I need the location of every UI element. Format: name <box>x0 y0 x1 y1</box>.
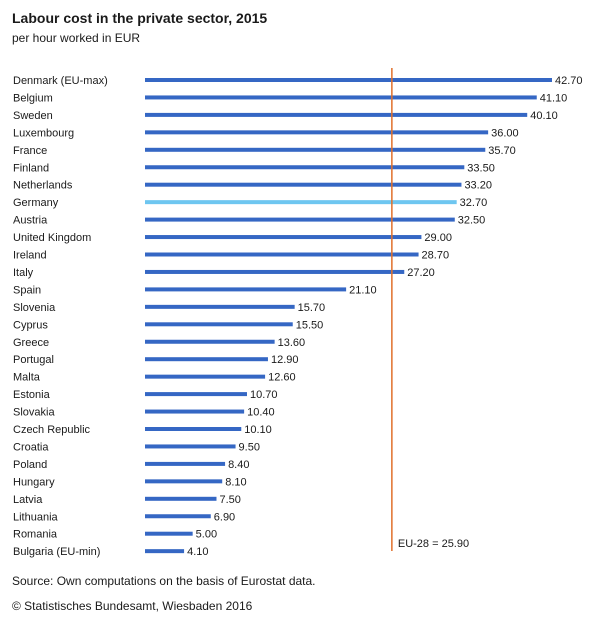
value-label: 33.20 <box>464 180 492 192</box>
bar <box>145 496 217 501</box>
category-label: Portugal <box>13 354 54 366</box>
bar <box>145 392 247 397</box>
value-label: 10.40 <box>247 407 275 419</box>
copyright-note: © Statistisches Bundesamt, Wiesbaden 201… <box>12 599 253 613</box>
bar <box>145 304 295 309</box>
bar <box>145 357 268 362</box>
category-label: Poland <box>13 459 47 471</box>
value-label: 13.60 <box>278 337 306 349</box>
bar <box>145 461 226 466</box>
bar <box>145 95 537 100</box>
category-label: Spain <box>13 284 41 296</box>
bar <box>145 165 465 170</box>
category-label: Luxembourg <box>13 127 74 139</box>
value-label: 29.00 <box>424 232 452 244</box>
reference-label: EU-28 = 25.90 <box>398 538 469 550</box>
bar <box>145 147 486 152</box>
category-label: Germany <box>13 197 59 209</box>
value-label: 12.90 <box>271 354 299 366</box>
bar <box>145 217 455 222</box>
bar <box>145 78 552 82</box>
bar <box>145 287 347 292</box>
value-label: 36.00 <box>491 127 519 139</box>
value-label: 15.50 <box>296 319 324 331</box>
category-label: Cyprus <box>13 319 48 331</box>
category-label: United Kingdom <box>13 232 91 244</box>
value-label: 41.10 <box>540 92 568 104</box>
value-label: 27.20 <box>407 267 435 279</box>
bar <box>145 444 236 449</box>
category-label: France <box>13 145 47 157</box>
value-label: 15.70 <box>298 302 326 314</box>
source-note: Source: Own computations on the basis of… <box>12 574 316 588</box>
category-label: Romania <box>13 529 58 541</box>
category-label: Hungary <box>13 476 55 488</box>
value-label: 28.70 <box>422 250 450 262</box>
value-label: 5.00 <box>196 529 217 541</box>
bar <box>145 409 245 414</box>
category-label: Italy <box>13 267 34 279</box>
bar <box>145 235 422 240</box>
category-label: Netherlands <box>13 180 73 192</box>
category-label: Slovenia <box>13 302 56 314</box>
category-label: Austria <box>13 215 48 227</box>
category-label: Czech Republic <box>13 424 91 436</box>
value-label: 21.10 <box>349 284 377 296</box>
bar <box>145 322 293 327</box>
value-label: 10.10 <box>244 424 272 436</box>
bar <box>145 514 211 519</box>
value-label: 40.10 <box>530 110 558 122</box>
chart-subtitle: per hour worked in EUR <box>12 31 141 45</box>
category-label: Estonia <box>13 389 51 401</box>
value-label: 42.70 <box>555 75 583 87</box>
category-label: Bulgaria (EU-min) <box>13 546 100 558</box>
category-label: Slovakia <box>13 407 55 419</box>
bar <box>145 112 528 117</box>
bar <box>145 531 193 536</box>
value-label: 32.70 <box>460 197 488 209</box>
category-label: Malta <box>13 372 41 384</box>
bar <box>145 427 242 431</box>
value-label: 8.40 <box>228 459 249 471</box>
value-label: 4.10 <box>187 546 208 558</box>
chart-title: Labour cost in the private sector, 2015 <box>12 10 268 26</box>
category-label: Belgium <box>13 92 53 104</box>
category-label: Denmark (EU-max) <box>13 75 108 87</box>
bar <box>145 479 223 484</box>
category-label: Ireland <box>13 250 47 262</box>
value-label: 33.50 <box>467 162 495 174</box>
value-label: 8.10 <box>225 476 246 488</box>
category-label: Finland <box>13 162 49 174</box>
value-label: 32.50 <box>458 215 486 227</box>
category-label: Greece <box>13 337 49 349</box>
bar <box>145 339 275 344</box>
value-label: 35.70 <box>488 145 516 157</box>
value-label: 7.50 <box>219 494 240 506</box>
bar <box>145 130 489 135</box>
bar <box>145 182 462 187</box>
bar <box>145 269 405 274</box>
category-label: Sweden <box>13 110 53 122</box>
bar <box>145 200 457 205</box>
value-label: 6.90 <box>214 511 235 523</box>
bar <box>145 374 266 379</box>
value-label: 12.60 <box>268 372 296 384</box>
bar <box>145 549 185 554</box>
category-label: Lithuania <box>13 511 59 523</box>
value-label: 10.70 <box>250 389 278 401</box>
bar <box>145 252 419 257</box>
value-label: 9.50 <box>239 441 260 453</box>
category-label: Latvia <box>13 494 43 506</box>
category-label: Croatia <box>13 441 49 453</box>
